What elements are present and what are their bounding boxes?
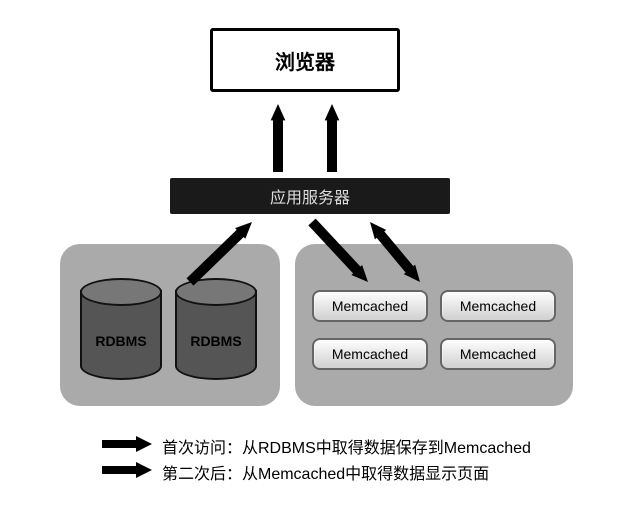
diagram-canvas: 浏览器 应用服务器 RDBMS RDBMS Memcached Memcache… [0, 0, 634, 514]
node-db-1-label: RDBMS [80, 333, 162, 349]
legend-row-2: 第二次后：从Memcached中取得数据显示页面 [100, 460, 489, 484]
node-memcached-1: Memcached [312, 290, 428, 322]
legend-text-1: 首次访问：从RDBMS中取得数据保存到Memcached [162, 434, 531, 458]
legend-arrow-icon [100, 435, 152, 458]
node-browser: 浏览器 [210, 28, 400, 92]
node-memcached-1-label: Memcached [332, 298, 408, 314]
node-memcached-3-label: Memcached [332, 346, 408, 362]
node-app-server: 应用服务器 [170, 178, 450, 214]
node-memcached-4-label: Memcached [460, 346, 536, 362]
node-browser-label: 浏览器 [275, 46, 335, 75]
node-db-2-label: RDBMS [175, 333, 257, 349]
legend-text-2: 第二次后：从Memcached中取得数据显示页面 [162, 460, 489, 484]
legend-row-1: 首次访问：从RDBMS中取得数据保存到Memcached [100, 434, 531, 458]
node-memcached-3: Memcached [312, 338, 428, 370]
legend-arrow-icon [100, 461, 152, 484]
node-memcached-4: Memcached [440, 338, 556, 370]
node-db-1: RDBMS [80, 278, 162, 378]
group-memcache [295, 244, 573, 406]
node-memcached-2-label: Memcached [460, 298, 536, 314]
node-db-2: RDBMS [175, 278, 257, 378]
node-app-server-label: 应用服务器 [270, 184, 350, 208]
node-memcached-2: Memcached [440, 290, 556, 322]
